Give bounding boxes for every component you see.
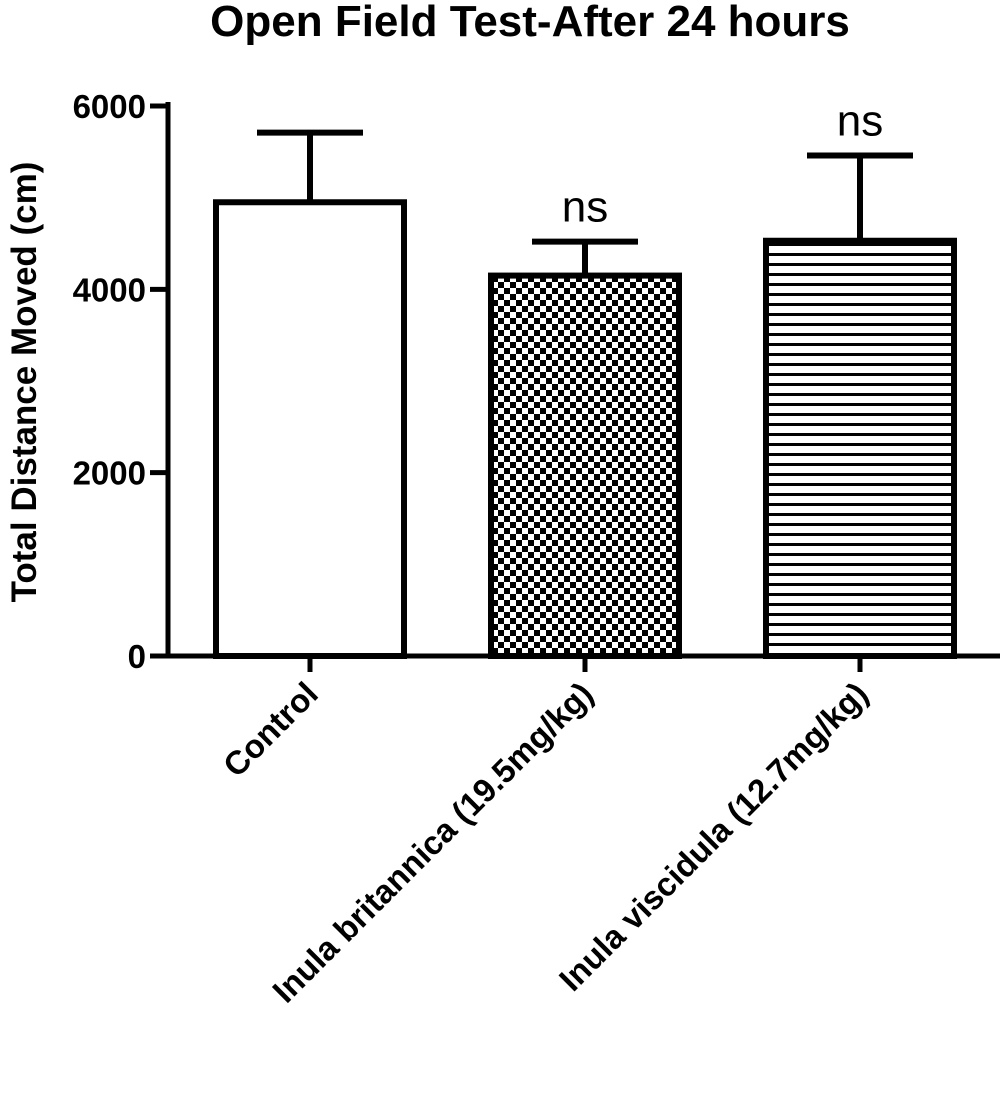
significance-label: ns <box>837 97 883 146</box>
bar-2 <box>763 237 957 659</box>
bar-0 <box>213 199 407 659</box>
y-tick-label: 0 <box>128 638 146 675</box>
significance-label: ns <box>562 183 608 232</box>
x-category-label: Control <box>216 675 325 784</box>
y-ticks: 0 2000 4000 6000 <box>73 88 168 675</box>
y-tick-label: 4000 <box>73 271 146 308</box>
bar-1 <box>488 272 682 659</box>
y-tick-label: 2000 <box>73 455 146 492</box>
y-tick-label: 6000 <box>73 88 146 125</box>
y-axis-title: Total Distance Moved (cm) <box>5 162 44 603</box>
bars: ns ns <box>213 97 957 659</box>
chart-title: Open Field Test-After 24 hours <box>210 0 850 46</box>
x-category-label: Inula viscidula (12.7mg/kg) <box>552 675 875 998</box>
x-category-label: Inula britannica (19.5mg/kg) <box>265 675 600 1010</box>
